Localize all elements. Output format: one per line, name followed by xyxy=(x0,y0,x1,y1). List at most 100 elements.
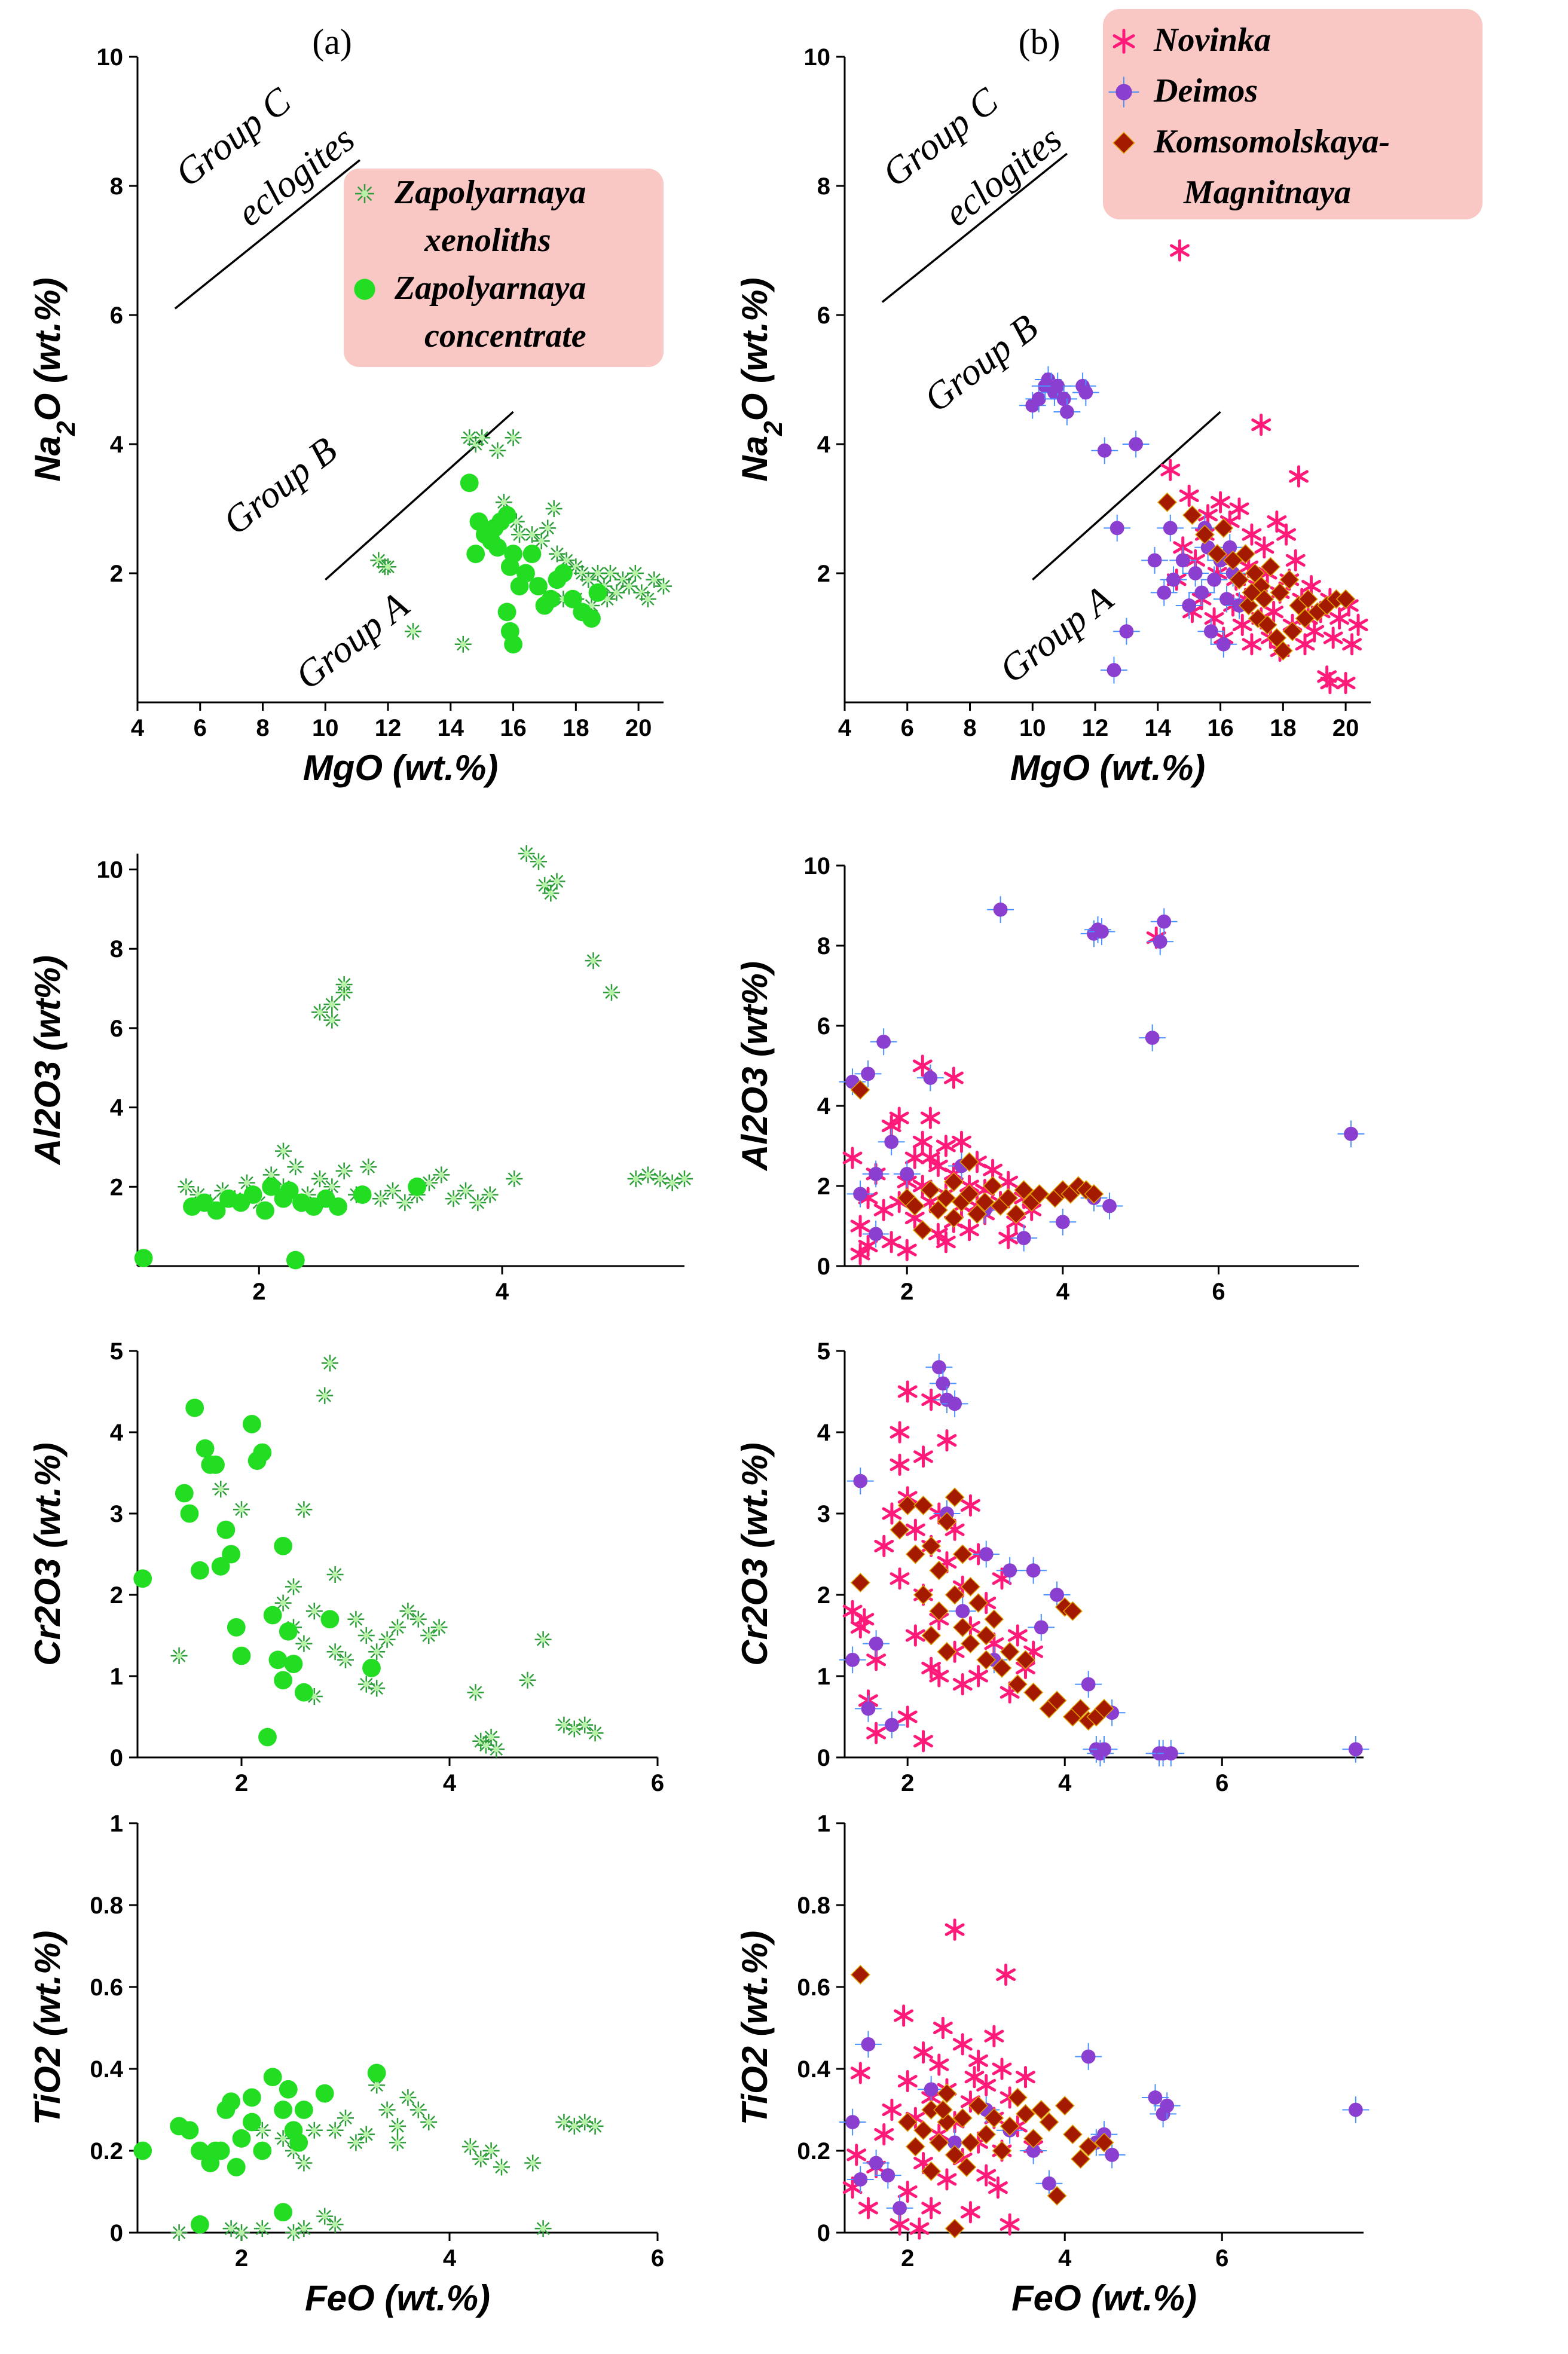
data-point xyxy=(274,2203,292,2222)
data-point xyxy=(548,545,566,562)
data-point xyxy=(389,2134,406,2151)
data-point xyxy=(920,1147,940,1169)
legend-label: Komsomolskaya- xyxy=(1153,123,1390,160)
y-tick-label: 0.6 xyxy=(797,1974,830,2001)
data-point xyxy=(992,2141,1012,2161)
data-point xyxy=(921,2197,942,2220)
data-point xyxy=(889,1106,909,1129)
data-point xyxy=(976,2164,997,2187)
data-point xyxy=(904,1147,925,1169)
data-points xyxy=(1019,239,1368,695)
data-point xyxy=(497,506,516,525)
x-tick-label: 2 xyxy=(235,1770,248,1796)
y-tick-label: 0 xyxy=(817,2220,830,2246)
data-point xyxy=(652,1170,669,1188)
data-point xyxy=(913,1495,933,1515)
data-point xyxy=(1016,2066,1035,2089)
data-point xyxy=(913,1585,933,1605)
y-tick-label: 6 xyxy=(817,302,830,329)
data-point xyxy=(533,533,550,549)
data-point xyxy=(909,2217,930,2240)
y-tick-label: 1 xyxy=(817,1811,830,1837)
x-tick-label: 6 xyxy=(1215,2245,1228,2272)
data-point xyxy=(337,2110,354,2127)
data-point xyxy=(256,1201,274,1220)
data-point xyxy=(846,2166,874,2193)
data-point xyxy=(882,2098,902,2121)
y-tick-label: 10 xyxy=(97,857,124,883)
data-point xyxy=(1062,2124,1083,2145)
data-point xyxy=(941,1390,968,1417)
x-tick-label: 4 xyxy=(838,715,852,741)
legend-marker xyxy=(1112,29,1135,54)
data-point xyxy=(534,1631,552,1648)
data-point xyxy=(959,1219,979,1242)
data-point xyxy=(378,2101,396,2118)
data-point xyxy=(258,1728,277,1747)
data-point xyxy=(170,2224,188,2241)
data-points xyxy=(370,429,672,654)
data-point xyxy=(1025,386,1053,412)
data-point xyxy=(253,2220,271,2237)
data-point xyxy=(1337,1120,1365,1148)
y-axis-title: Cr2O3 (wt.%) xyxy=(27,1442,68,1665)
data-point xyxy=(287,1158,304,1176)
data-point xyxy=(360,1158,377,1176)
data-point xyxy=(524,526,540,543)
data-point xyxy=(326,1566,344,1583)
data-point xyxy=(1211,491,1231,513)
y-tick-label: 0 xyxy=(817,1745,830,1771)
data-point xyxy=(347,1610,365,1628)
data-point xyxy=(548,873,566,890)
x-tick-label: 12 xyxy=(1082,715,1109,741)
data-point xyxy=(621,577,638,595)
data-point xyxy=(952,1130,971,1153)
data-point xyxy=(133,1569,152,1588)
x-tick-label: 4 xyxy=(131,715,145,741)
data-point xyxy=(1094,1698,1114,1719)
y-tick-label: 8 xyxy=(817,173,830,200)
data-point xyxy=(1276,523,1297,546)
legend-entry-deimos: Deimos xyxy=(1108,72,1258,109)
data-point xyxy=(554,564,573,583)
data-point xyxy=(195,1439,215,1458)
data-point xyxy=(949,1597,976,1625)
data-point xyxy=(1006,1204,1026,1224)
data-point xyxy=(1169,547,1197,574)
data-point xyxy=(945,2145,965,2165)
data-point xyxy=(216,1520,236,1539)
data-point xyxy=(987,896,1014,924)
data-point xyxy=(976,1625,997,1646)
data-point xyxy=(1229,497,1249,520)
data-point xyxy=(998,1227,1019,1249)
data-point xyxy=(973,1540,1000,1568)
data-point xyxy=(933,2100,953,2120)
data-point xyxy=(850,1215,870,1237)
data-point xyxy=(1020,1557,1047,1584)
data-point xyxy=(920,1106,940,1129)
data-point xyxy=(1295,609,1315,629)
data-point xyxy=(890,1453,910,1476)
data-point xyxy=(243,1415,261,1433)
data-point xyxy=(519,1671,536,1689)
data-point xyxy=(897,1495,918,1515)
legend-label: Deimos xyxy=(1153,72,1258,109)
legend-marker xyxy=(1112,132,1135,154)
legend-label: Novinka xyxy=(1153,22,1271,59)
data-point xyxy=(1236,544,1255,564)
data-point xyxy=(1245,563,1265,583)
data-point xyxy=(894,2004,914,2027)
data-point xyxy=(315,2084,334,2103)
data-point xyxy=(253,1443,272,1462)
data-point xyxy=(1298,589,1318,609)
data-point xyxy=(1075,2043,1102,2070)
data-point xyxy=(1188,579,1215,606)
data-point xyxy=(253,2141,272,2160)
data-point xyxy=(897,2112,918,2132)
chart-a4: 2 4 6 0 0.2 0.4 0.6 0.8 1 FeO (wt.%) TiO2 (wt.%) xyxy=(27,1811,664,2318)
data-point xyxy=(134,1249,153,1268)
data-point xyxy=(1091,437,1118,464)
x-tick-label: 4 xyxy=(443,2245,457,2272)
data-point xyxy=(1335,589,1356,609)
data-point xyxy=(420,1627,438,1644)
